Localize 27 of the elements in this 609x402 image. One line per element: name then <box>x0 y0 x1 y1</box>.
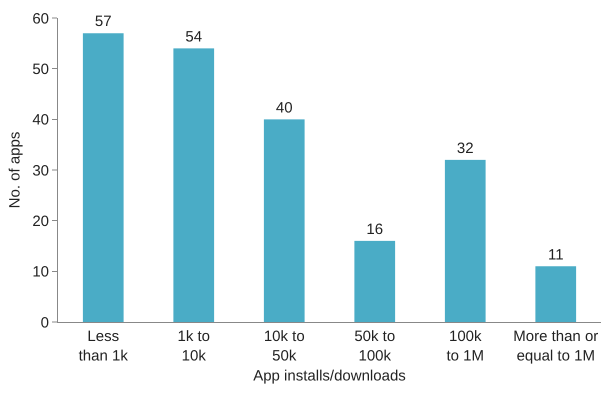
bar <box>264 119 305 322</box>
x-tick-label: 1k to 10k <box>177 328 210 364</box>
y-tick-label: 0 <box>40 314 49 332</box>
bar <box>354 240 396 322</box>
x-axis-title: App installs/downloads <box>253 368 406 384</box>
bar <box>535 266 576 322</box>
y-tick-label: 50 <box>32 60 49 78</box>
data-label: 54 <box>185 28 202 46</box>
data-label: 40 <box>276 99 293 116</box>
x-tick-label: 100k to 1M <box>446 328 484 364</box>
y-tick-label: 10 <box>32 264 49 281</box>
y-tick-label: 40 <box>32 112 49 129</box>
x-tick-label: More than or equal to 1M <box>513 328 598 364</box>
x-tick-label: Less than 1k <box>78 328 128 364</box>
data-label: 16 <box>366 220 384 238</box>
x-tick-label: 10k to 50k <box>264 328 305 364</box>
data-label: 32 <box>456 140 474 157</box>
y-axis-title: No. of apps <box>6 132 24 208</box>
x-tick-label: 50k to 100k <box>354 328 396 364</box>
y-tick-label: 60 <box>32 10 49 28</box>
y-tick-label: 20 <box>32 212 49 230</box>
data-label: 11 <box>548 246 564 264</box>
bar <box>444 160 486 322</box>
data-label: 57 <box>94 13 112 30</box>
bar <box>173 48 214 322</box>
y-tick-label: 30 <box>32 162 49 180</box>
bar <box>82 33 124 322</box>
